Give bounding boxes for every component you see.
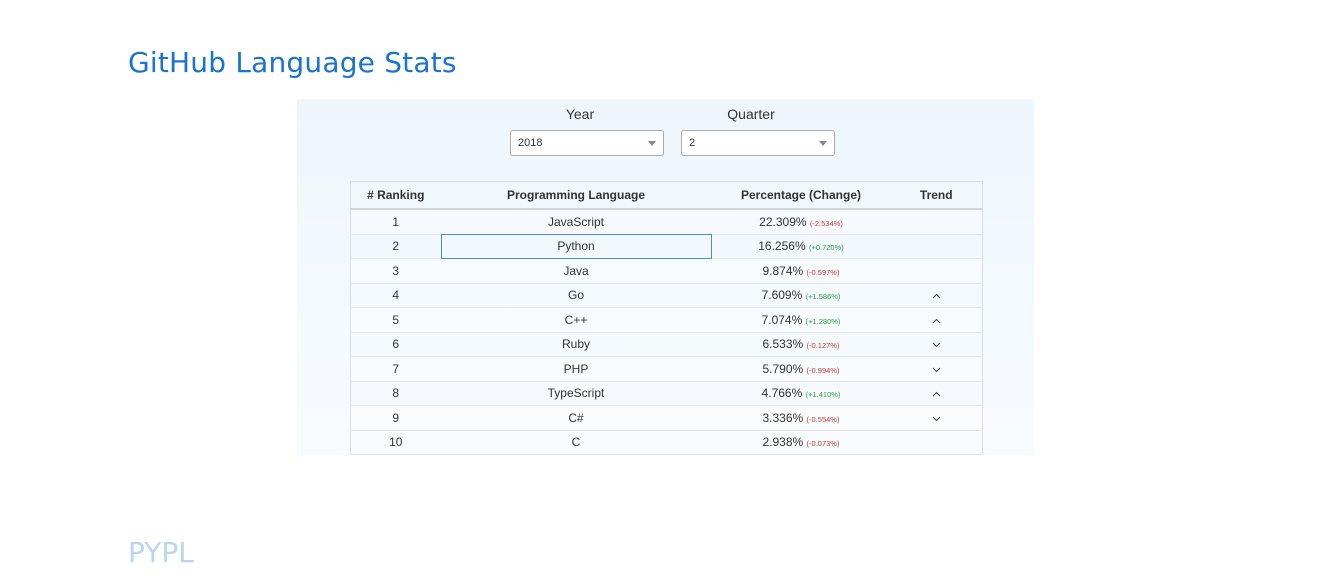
table-row: 5 C++ 7.074% (+1.280%) [350,307,983,333]
year-select[interactable]: 2018 [510,130,664,156]
percentage-value: 7.609% [761,288,803,303]
trend-cell [890,381,983,406]
table-row: 2 Python 16.256% (+0.720%) [350,234,983,259]
rank-cell: 8 [350,381,441,406]
trend-cell [890,332,983,357]
language-cell[interactable]: PHP [440,356,712,382]
table-row: 1 JavaScript 22.309% (-2.534%) [350,209,983,235]
percentage-change: (-0.127%) [806,341,840,351]
percentage-value: 6.533% [762,337,804,352]
percentage-cell: 5.790% (-0.994%) [711,356,891,382]
percentage-value: 9.874% [762,263,804,278]
year-select-value: 2018 [518,137,543,149]
percentage-cell: 6.533% (-0.127%) [711,332,891,357]
chevron-up-icon [932,293,941,299]
trend-cell [890,307,983,333]
percentage-value: 22.309% [759,214,807,229]
percentage-value: 4.766% [761,386,803,401]
trend-cell [890,209,983,235]
percentage-value: 16.256% [758,239,806,254]
chevron-down-icon [932,342,941,348]
percentage-cell: 7.609% (+1.586%) [711,283,891,308]
percentage-change: (+1.410%) [805,390,841,400]
percentage-cell: 9.874% (-0.597%) [711,258,891,284]
ranking-table: # Ranking Programming Language Percentag… [350,181,983,455]
percentage-change: (-0.554%) [806,414,840,424]
percentage-change: (+0.720%) [808,243,844,253]
percentage-cell: 7.074% (+1.280%) [711,307,891,333]
table-row: 8 TypeScript 4.766% (+1.410%) [350,381,983,406]
percentage-change: (-0.597%) [806,267,840,277]
language-cell[interactable]: C# [440,405,712,431]
year-label: Year [565,106,595,122]
percentage-value: 5.790% [762,361,804,376]
language-cell[interactable]: Ruby [440,332,712,357]
quarter-select-value: 2 [689,137,696,149]
table-row: 4 Go 7.609% (+1.586%) [350,283,983,308]
column-header-percentage[interactable]: Percentage (Change) [711,181,891,210]
rank-cell: 7 [350,356,441,382]
chevron-down-icon [932,367,941,372]
percentage-change: (+1.280%) [805,316,841,326]
rank-cell: 4 [350,283,441,308]
language-cell[interactable]: JavaScript [440,209,712,235]
chevron-down-icon [819,141,827,146]
table-header-row: # Ranking Programming Language Percentag… [350,181,983,210]
trend-cell [890,234,983,259]
rank-cell: 2 [350,234,441,259]
language-cell[interactable]: TypeScript [440,381,712,406]
percentage-value: 7.074% [761,312,803,327]
trend-cell [890,356,983,382]
language-cell[interactable]: C++ [440,307,712,333]
percentage-cell: 22.309% (-2.534%) [711,209,891,235]
percentage-value: 2.938% [762,435,804,450]
rank-cell: 3 [350,258,441,284]
trend-cell [890,430,983,455]
quarter-select[interactable]: 2 [681,130,835,156]
percentage-change: (-0.073%) [806,439,840,449]
trend-cell [890,283,983,308]
column-header-trend[interactable]: Trend [890,181,983,210]
table-row: 10 C 2.938% (-0.073%) [350,430,983,455]
table-row: 3 Java 9.874% (-0.597%) [350,258,983,284]
language-cell[interactable]: Python [440,234,712,259]
percentage-change: (+1.586%) [805,292,841,302]
trend-cell [890,405,983,431]
rank-cell: 6 [350,332,441,357]
chevron-down-icon [932,416,941,421]
table-row: 9 C# 3.336% (-0.554%) [350,405,983,431]
rank-cell: 5 [350,307,441,333]
table-body: 1 JavaScript 22.309% (-2.534%) 2 Python 16.25… [350,209,983,455]
language-stats-embed: Year 2018 Quarter 2 # Ranking Programmin… [297,99,1034,455]
section-title-pypl: PYPL [128,536,194,569]
chevron-up-icon [932,391,941,397]
percentage-cell: 3.336% (-0.554%) [711,405,891,431]
table-row: 7 PHP 5.790% (-0.994%) [350,356,983,382]
column-header-ranking[interactable]: # Ranking [350,181,441,210]
table-row: 6 Ruby 6.533% (-0.127%) [350,332,983,357]
column-header-language[interactable]: Programming Language [440,181,712,210]
rank-cell: 1 [350,209,441,235]
chevron-down-icon [648,141,656,146]
chevron-up-icon [932,318,941,323]
rank-cell: 10 [350,430,441,455]
percentage-cell: 4.766% (+1.410%) [711,381,891,406]
percentage-value: 3.336% [762,410,804,425]
percentage-cell: 2.938% (-0.073%) [711,430,891,455]
percentage-change: (-0.994%) [806,365,840,375]
trend-cell [890,258,983,284]
language-cell[interactable]: Go [440,283,712,308]
percentage-change: (-2.534%) [809,218,843,228]
percentage-cell: 16.256% (+0.720%) [711,234,891,259]
rank-cell: 9 [350,405,441,431]
language-cell[interactable]: Java [440,258,712,284]
language-cell[interactable]: C [440,430,712,455]
page-title: GitHub Language Stats [128,46,457,79]
quarter-label: Quarter [727,106,775,122]
